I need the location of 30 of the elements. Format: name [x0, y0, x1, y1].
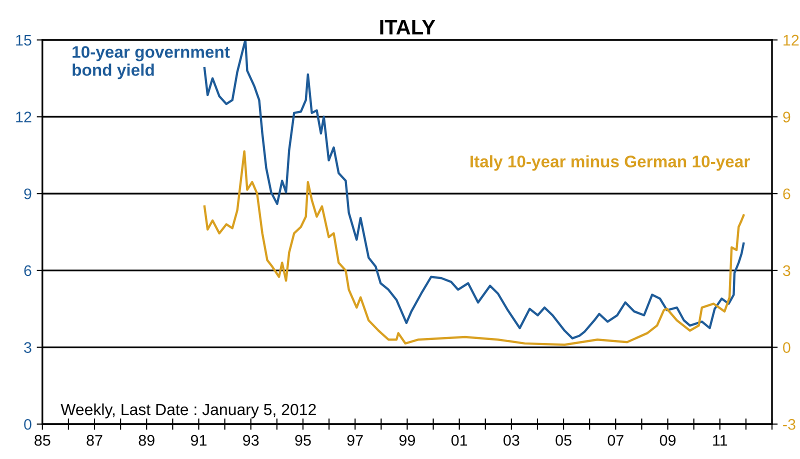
y-tick-label: 6: [24, 265, 32, 276]
x-tick-label: 11: [713, 435, 728, 446]
x-tick-label: 01: [451, 434, 468, 446]
y2-tick-label: 9: [783, 112, 790, 122]
x-tick-label: 09: [660, 434, 676, 446]
y2-tick-label: -3: [783, 418, 796, 430]
y-tick-label: 0: [24, 418, 32, 430]
y2-tick-label: 6: [783, 188, 790, 200]
series-label: 10-year government bond yield: [72, 46, 230, 80]
annotation: Weekly, Last Date : January 5, 2012: [60, 403, 316, 418]
y-tick-label: 3: [24, 342, 32, 353]
x-tick-label: 87: [86, 434, 102, 446]
y2-tick-label: 3: [783, 265, 790, 276]
x-tick-label: 91: [190, 434, 206, 446]
x-tick-label: 89: [138, 434, 154, 446]
text: Italy 10-year minus German 10-year: [470, 155, 750, 171]
x-tick-label: 99: [399, 434, 415, 446]
y-tick-label: 15: [16, 34, 32, 46]
x-tick-label: 05: [556, 434, 572, 446]
y2-tick-label: 0: [783, 342, 790, 353]
x-tick-label: 97: [347, 434, 363, 446]
x-tick-label: 03: [504, 434, 520, 446]
x-tick-label: 85: [34, 434, 50, 446]
y-tick-label: 12: [16, 112, 32, 122]
x-tick-label: 95: [295, 434, 311, 446]
x-tick-label: 93: [243, 434, 259, 446]
chart-title: ITALY: [380, 20, 436, 34]
y2-tick-label: 12: [784, 34, 799, 46]
y-tick-label: 9: [24, 188, 32, 200]
x-tick-label: 07: [608, 434, 624, 446]
